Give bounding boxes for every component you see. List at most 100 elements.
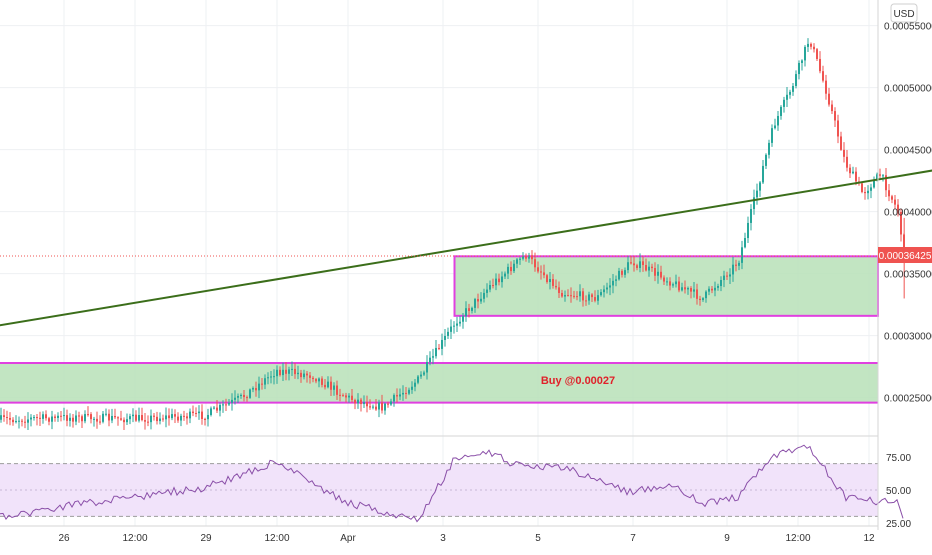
candle-body [489,285,491,290]
candle-body [654,268,656,276]
candle-body [693,289,695,292]
candle-body [486,289,488,293]
candle-body [504,273,506,277]
candle-body [579,291,581,297]
candle-body [270,376,272,378]
candle-body [288,369,290,374]
candle-body [528,255,530,259]
candle-body [444,335,446,340]
candle-body [30,417,32,420]
candle-body [870,187,872,191]
candle-body [393,395,395,402]
candle-body [588,294,590,301]
candle-body [900,211,902,235]
candle-body [582,291,584,301]
rsi-tick-label: 25.00 [886,519,911,530]
candle-body [387,403,389,405]
candle-body [495,278,497,286]
candle-body [861,183,863,193]
candle-body [897,204,899,212]
candle-body [297,372,299,375]
candle-body [864,192,866,194]
candle-body [342,395,344,397]
candle-body [57,415,59,418]
candle-body [372,406,374,408]
time-tick-label: 3 [440,533,446,544]
candle-body [828,93,830,105]
candle-body [147,421,149,423]
candle-body [45,414,47,419]
candle-body [360,399,362,405]
time-axis[interactable]: 26 12:00 29 12:00 Apr 3 5 7 9 12:00 12 [58,533,875,544]
candle-body [756,190,758,198]
candle-body [690,288,692,292]
candle-body [144,420,146,422]
candle-body [186,416,188,419]
candle-body [591,294,593,298]
candle-body [534,259,536,268]
price-axis[interactable]: 0.00055000 0.00050000 0.00045000 0.00040000… [884,22,932,405]
candle-body [798,62,800,75]
candle-body [354,399,356,404]
candle-body [114,415,116,418]
candle-body [240,394,242,396]
candle-body [810,43,812,47]
candle-body [159,418,161,422]
candles[interactable] [0,38,905,431]
candle-body [573,295,575,297]
candle-body [597,295,599,301]
candle-body [831,104,833,112]
candle-body [249,389,251,398]
candle-body [39,417,41,419]
candle-body [93,418,95,420]
rsi-axis[interactable]: 75.00 50.00 25.00 [886,453,911,530]
candle-body [516,259,518,264]
candle-body [219,404,221,411]
time-tick-label: 12:00 [122,533,147,544]
candle-body [738,262,740,266]
candle-body [498,278,500,283]
candle-body [750,209,752,223]
time-tick-label: 12 [863,533,875,544]
candle-body [714,287,716,291]
candle-body [711,288,713,291]
candle-body [735,264,737,266]
candle-body [834,111,836,121]
candle-body [459,321,461,324]
candle-body [36,417,38,419]
candle-body [0,415,2,420]
candle-body [321,378,323,385]
candle-body [318,378,320,382]
candle-body [753,197,755,210]
candle-body [138,415,140,421]
candle-body [627,262,629,271]
candle-body [291,368,293,370]
candle-body [615,279,617,281]
candle-body [732,264,734,275]
candle-body [612,280,614,286]
candle-body [210,408,212,415]
candle-body [822,71,824,81]
candle-body [447,331,449,336]
candle-body [201,411,203,419]
candle-body [678,281,680,291]
currency-badge[interactable]: USD [890,3,918,23]
candle-body [657,271,659,276]
candle-body [723,275,725,281]
trendline [0,169,932,327]
candle-body [12,419,14,423]
candle-body [339,394,341,396]
candle-body [546,275,548,283]
trendline-group[interactable] [0,126,932,338]
candle-body [759,182,761,191]
zones[interactable] [0,255,879,404]
candle-body [177,416,179,421]
candle-body [324,384,326,388]
candle-body [789,91,791,95]
candle-body [663,277,665,282]
candle-body [492,285,494,287]
current-price-label: 0.00036425 [879,251,932,262]
candle-body [882,175,884,177]
candle-body [837,120,839,137]
